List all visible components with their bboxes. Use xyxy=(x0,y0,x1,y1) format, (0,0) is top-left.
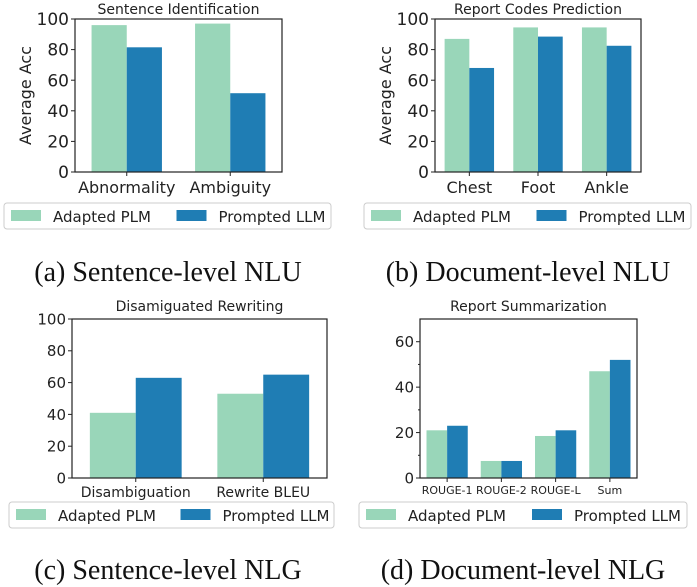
x-tick-label: Chest xyxy=(446,178,492,197)
legend-box xyxy=(3,202,332,230)
y-tick-label: 40 xyxy=(407,102,429,122)
bar-prompted-llm xyxy=(135,377,182,478)
x-tick-label: Abnormality xyxy=(78,178,175,197)
x-tick-label: Rewrite BLEU xyxy=(216,485,310,501)
legend-box xyxy=(363,202,692,230)
plot-frame xyxy=(419,318,638,479)
y-tick-label: 60 xyxy=(47,71,69,91)
y-tick-label: 40 xyxy=(47,406,66,424)
legend-label: Adapted PLM xyxy=(413,208,511,226)
legend-label: Prompted LLM xyxy=(579,208,686,226)
legend-swatch-prompted-llm xyxy=(532,509,562,520)
legend-label: Adapted PLM xyxy=(53,208,151,226)
legend: Adapted PLM Prompted LLM xyxy=(358,501,688,529)
panel-caption: (d) Document-level NLG xyxy=(381,555,666,586)
panel-caption: (c) Sentence-level NLG xyxy=(34,555,301,586)
y-tick-label: 40 xyxy=(395,379,414,397)
bar-prompted-llm xyxy=(609,359,631,478)
legend-label: Prompted LLM xyxy=(223,507,330,525)
y-tick-label: 20 xyxy=(395,424,414,442)
y-tick-label: 0 xyxy=(58,163,69,183)
bar-adapted-plm xyxy=(535,435,556,478)
y-tick-label: 0 xyxy=(418,163,429,183)
legend-label: Prompted LLM xyxy=(574,507,681,525)
bar-prompted-llm xyxy=(230,93,266,172)
chart-panel-1: 0 20 40 60 80 100 Abnormality Ambiguity Sentence… xyxy=(3,2,332,288)
x-tick-label: ROUGE-L xyxy=(531,484,582,497)
legend-swatch-adapted-plm xyxy=(366,509,396,520)
panel-caption: (a) Sentence-level NLU xyxy=(34,257,301,288)
bar-adapted-plm xyxy=(480,460,502,478)
y-axis-label: Average Acc xyxy=(376,46,395,145)
chart-panel-2: 0 20 40 60 80 100 Chest Foot Ankle Report Codes P… xyxy=(363,2,692,288)
bar-prompted-llm xyxy=(538,36,563,172)
chart-title: Report Summarization xyxy=(450,299,607,315)
bar-adapted-plm xyxy=(89,412,136,478)
y-tick-label: 60 xyxy=(47,374,66,392)
legend: Adapted PLM Prompted LLM xyxy=(8,501,335,529)
bar-adapted-plm xyxy=(217,393,264,478)
x-tick-label: Sum xyxy=(598,484,623,497)
plot-frame xyxy=(71,318,328,479)
panel-caption: (b) Document-level NLU xyxy=(386,257,671,288)
y-tick-label: 100 xyxy=(37,10,69,30)
x-tick-label: Disambiguation xyxy=(81,485,191,501)
y-axis-label: Average Acc xyxy=(16,46,35,145)
y-tick-label: 40 xyxy=(47,102,69,122)
legend-label: Prompted LLM xyxy=(219,208,326,226)
bar-prompted-llm xyxy=(447,425,468,478)
chart-title: Disamiguated Rewriting xyxy=(116,299,284,315)
y-tick-label: 80 xyxy=(47,41,69,61)
y-tick-label: 80 xyxy=(407,41,429,61)
chart-panel-4: 0 20 40 60 ROUGE-1 ROUGE-2 ROUGE-L Sum Report Su… xyxy=(358,299,688,586)
bar-adapted-plm xyxy=(91,25,127,173)
y-tick-label: 100 xyxy=(37,310,66,328)
legend-swatch-prompted-llm xyxy=(176,210,207,221)
bar-prompted-llm xyxy=(263,374,310,478)
chart-title: Sentence Identification xyxy=(98,2,260,18)
y-tick-label: 0 xyxy=(404,469,414,487)
y-tick-label: 60 xyxy=(395,333,414,351)
bar-prompted-llm xyxy=(501,460,522,478)
legend-swatch-adapted-plm xyxy=(11,210,41,221)
bar-adapted-plm xyxy=(513,27,538,172)
legend-box xyxy=(358,501,688,529)
bar-adapted-plm xyxy=(426,430,448,478)
bar-prompted-llm xyxy=(469,67,495,172)
bar-prompted-llm xyxy=(126,47,162,172)
x-tick-label: Ankle xyxy=(584,178,629,197)
legend-swatch-adapted-plm xyxy=(16,509,46,520)
legend: Adapted PLM Prompted LLM xyxy=(363,202,692,230)
y-tick-label: 20 xyxy=(47,133,69,153)
y-tick-label: 60 xyxy=(407,71,429,91)
x-tick-label: Ambiguity xyxy=(189,178,271,197)
bar-prompted-llm xyxy=(555,430,577,478)
chart-panel-3: 0 20 40 60 80 100 Disambiguation Rewrite BLEU Di… xyxy=(8,299,335,586)
bar-adapted-plm xyxy=(589,371,610,478)
legend-swatch-prompted-llm xyxy=(180,509,211,520)
plot-frame xyxy=(74,18,283,173)
x-tick-label: ROUGE-2 xyxy=(476,484,527,497)
bar-adapted-plm xyxy=(581,27,607,172)
x-tick-label: ROUGE-1 xyxy=(422,484,473,497)
y-tick-label: 100 xyxy=(397,10,429,30)
legend: Adapted PLM Prompted LLM xyxy=(3,202,332,230)
legend-swatch-prompted-llm xyxy=(536,210,567,221)
x-tick-label: Foot xyxy=(521,178,555,197)
bar-adapted-plm xyxy=(195,23,231,173)
bar-adapted-plm xyxy=(444,38,470,172)
y-tick-label: 80 xyxy=(47,342,66,360)
chart-title: Report Codes Prediction xyxy=(454,2,622,18)
legend-label: Adapted PLM xyxy=(408,507,506,525)
y-tick-label: 0 xyxy=(56,469,66,487)
y-tick-label: 20 xyxy=(47,438,66,456)
legend-swatch-adapted-plm xyxy=(371,210,401,221)
bar-prompted-llm xyxy=(606,45,632,172)
legend-box xyxy=(8,501,335,529)
legend-label: Adapted PLM xyxy=(58,507,156,525)
y-tick-label: 20 xyxy=(407,133,429,153)
